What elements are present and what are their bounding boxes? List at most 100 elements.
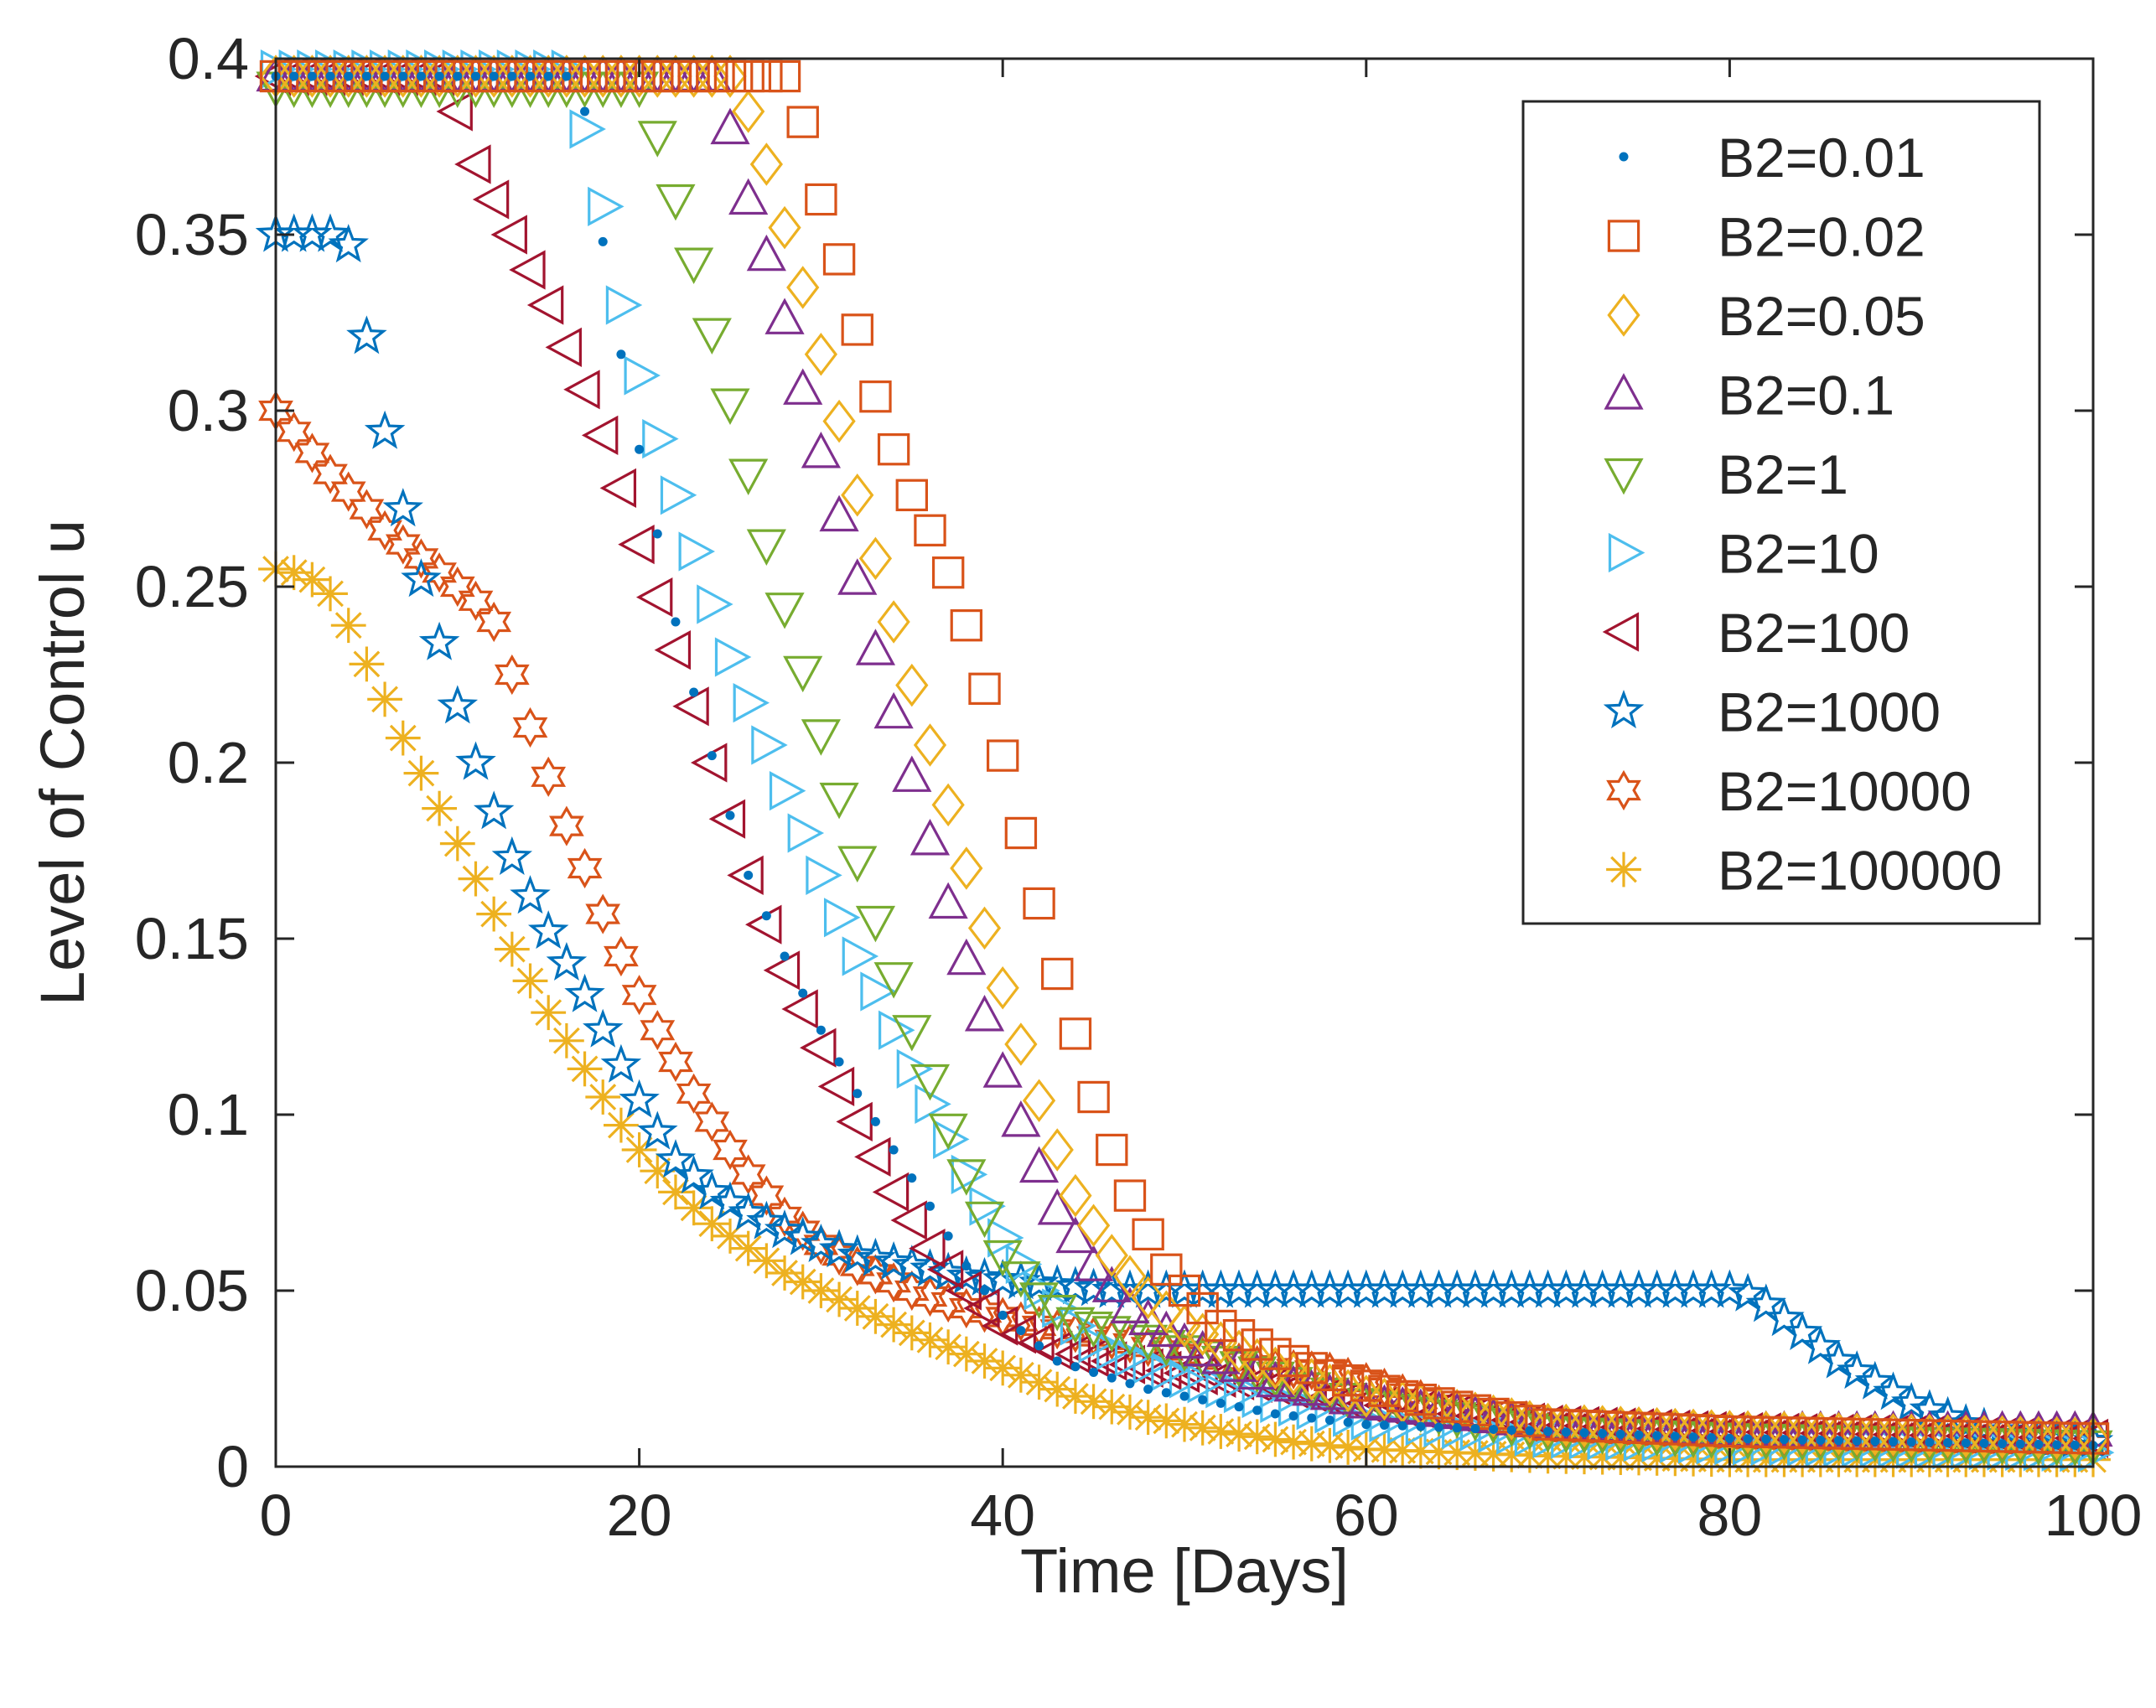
asterisk-stroke [426,794,453,822]
data-point [1470,1424,1480,1434]
data-point [1452,1423,1462,1433]
data-point [986,966,1019,1010]
data-point [841,474,874,517]
data-point [821,1281,857,1317]
data-point [746,529,786,566]
data-point [564,973,605,1012]
data-point [931,556,965,589]
data-point [713,1129,748,1171]
data-point [964,995,1005,1032]
data-point [1001,1100,1041,1137]
data-point [509,250,546,290]
asterisk-stroke [407,759,435,787]
legend-marker [1608,532,1646,573]
data-point [1324,1416,1335,1426]
data-point [658,1174,693,1210]
data-point [1707,1433,1717,1443]
data-point [798,988,808,998]
data-point [801,719,841,756]
data-point [583,1008,624,1048]
data-point [1222,1318,1256,1352]
data-point [598,236,608,246]
data-point [1986,1421,2019,1453]
data-point [637,121,677,158]
data-point [531,995,567,1031]
data-point [2040,1421,2073,1454]
data-point [914,514,946,547]
data-point [1241,1328,1273,1361]
data-point [780,951,790,961]
data-point [605,285,643,325]
data-point [877,432,910,466]
data-point [422,552,457,593]
asterisk-stroke [280,559,308,587]
asterisk-stroke [589,1084,617,1110]
data-point [313,453,348,494]
data-point [1293,1426,1329,1462]
asterisk-stroke [1025,1369,1053,1396]
data-point [616,349,626,360]
data-point [1713,1415,1746,1448]
data-point [858,536,893,581]
asterisk-stroke [880,1311,908,1338]
data-point [1059,1173,1092,1218]
data-point [512,706,548,748]
data-point [728,458,769,495]
data-point [761,911,771,921]
data-point [1724,1433,1734,1443]
data-point [1258,1346,1293,1390]
data-point [783,368,823,405]
data-point [439,826,475,862]
data-point [1768,1416,1801,1449]
data-point [710,107,750,145]
data-point [1785,1416,1819,1449]
legend-marker [1602,612,1640,652]
data-point [585,1079,621,1115]
data-point [928,882,968,919]
data-point [946,1255,987,1294]
data-point [1931,1419,1964,1452]
data-point [1077,1080,1110,1114]
data-point [401,558,442,598]
data-point [1295,1358,1329,1401]
data-point [1615,1429,1625,1439]
data-point [491,836,533,875]
data-point [1295,1352,1328,1385]
data-point [804,333,838,376]
data-point [1579,1428,1589,1438]
data-point [1186,1291,1219,1325]
data-point [709,1181,751,1220]
data-point [671,617,681,627]
data-point [1018,1282,1060,1319]
data-point [642,419,679,459]
data-point [328,224,369,263]
data-point [1055,1265,1096,1305]
data-point [895,663,929,707]
data-point [876,1262,911,1303]
data-point [931,783,965,827]
data-point [1241,1338,1274,1382]
data-point [1039,1371,1075,1407]
data-point [676,1073,712,1114]
data-point [490,215,527,255]
data-point [763,950,801,991]
data-point [873,1240,915,1280]
data-point [1203,1414,1239,1449]
data-point [473,790,515,830]
x-tick-label: 60 [1334,1483,1399,1548]
data-point [330,471,366,512]
data-point [1041,957,1074,991]
data-point [1659,1413,1692,1446]
y-tick-label: 0.3 [168,378,249,443]
legend-label: B2=0.01 [1718,127,1925,189]
data-point [1423,1387,1455,1420]
data-point [1040,1128,1074,1172]
data-point [1513,1405,1547,1437]
data-point [1095,1234,1128,1277]
legend-marker [1607,220,1640,252]
data-point [801,432,841,468]
data-point [1059,1017,1092,1050]
data-point [767,1196,802,1237]
asterisk-stroke [535,999,562,1027]
data-point [367,681,402,717]
